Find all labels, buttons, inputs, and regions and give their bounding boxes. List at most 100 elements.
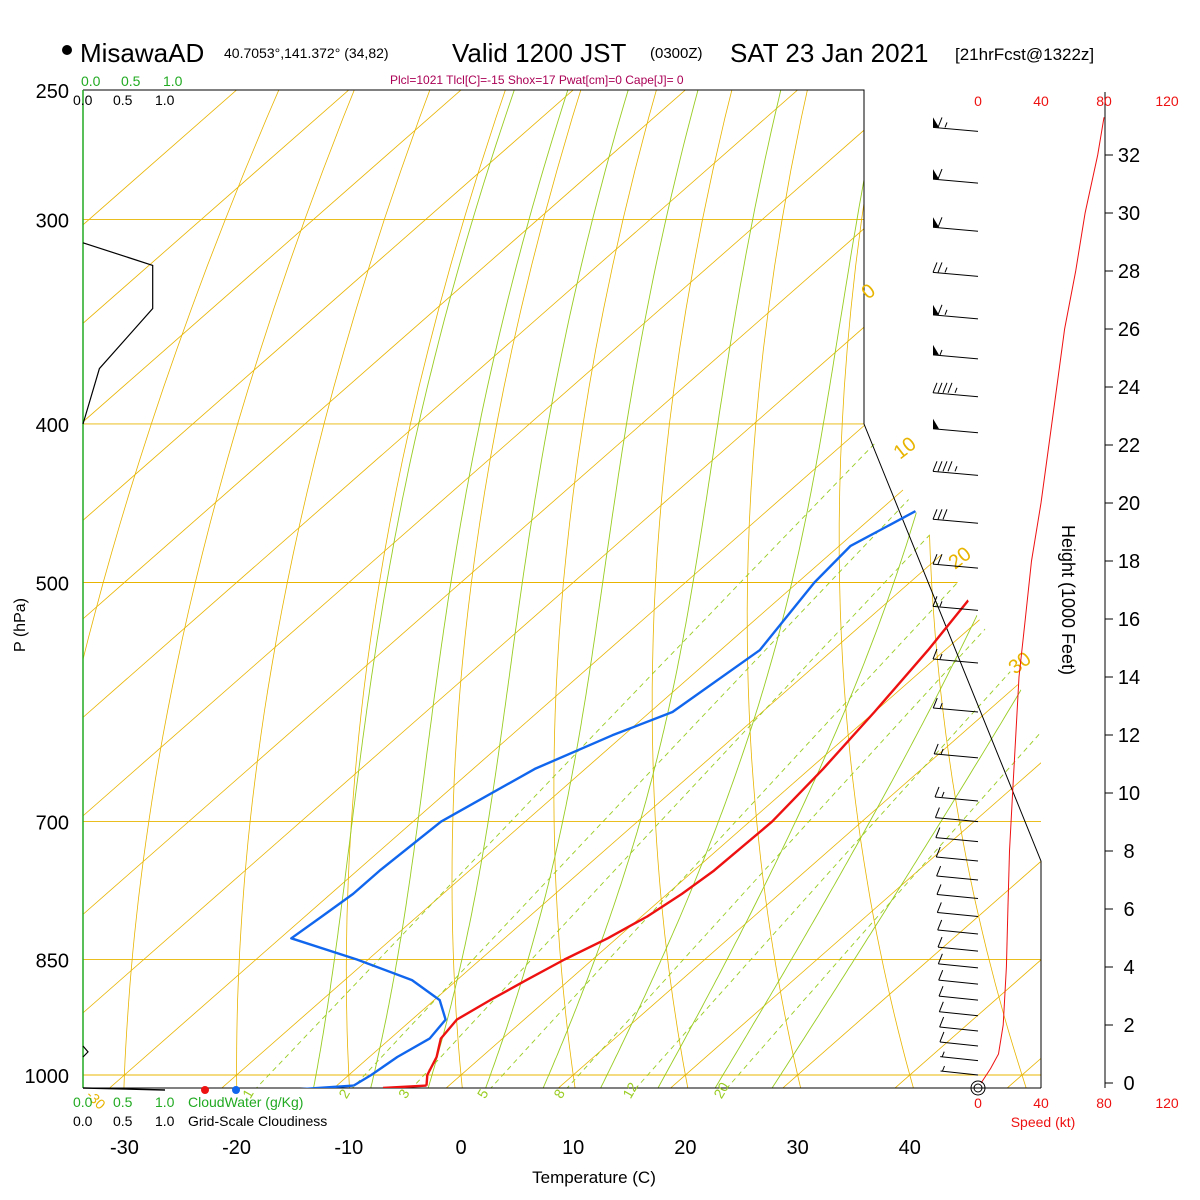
- speed-tick-top: 40: [1033, 93, 1049, 109]
- cloudiness-profile: 0.0 0.0 0.5 0.5 1.0 1.0 0.0 0.0 0.5 0.5 1.0 1.0: [73, 73, 240, 1129]
- wind-barb: [934, 786, 979, 802]
- isotherm: [83, 90, 1041, 1088]
- cloudwater-top-scale: 0.0: [81, 73, 101, 89]
- speed-tick-top: 80: [1096, 93, 1112, 109]
- wind-barb: [932, 596, 979, 611]
- frame-outline: [83, 89, 1042, 1088]
- wind-barb: [938, 969, 979, 985]
- isotherm: [159, 90, 1041, 1088]
- wind-speed-line: [980, 117, 1105, 1084]
- cloudwater-top-scale: 1.0: [163, 73, 183, 89]
- cloudwater-bottom-scale: 0.0: [73, 1094, 93, 1110]
- station-location: 40.7053°,141.372° (34,82): [224, 45, 389, 61]
- temperature-line: [425, 130, 1041, 1086]
- pressure-tick-label: 1000: [25, 1066, 70, 1088]
- isotherm: [832, 90, 1041, 1088]
- mixing-ratio-line: [598, 423, 1041, 1088]
- pressure-tick-label: 400: [36, 415, 69, 437]
- temperature-tick-label: 40: [899, 1137, 921, 1159]
- mixing-ratio-line: [373, 423, 1035, 1088]
- wind-barb: [932, 648, 979, 664]
- right-isotherm-label: 10: [890, 433, 921, 464]
- dry-adiabat: [345, 90, 516, 1088]
- wind-barb: [932, 217, 979, 232]
- isotherm: [83, 90, 495, 1088]
- temperature-tick-label: 20: [674, 1137, 696, 1159]
- wind-barb: [939, 1031, 979, 1047]
- surface-temp-dot: [201, 1086, 209, 1094]
- temperature-tick-label: 10: [562, 1137, 584, 1159]
- mixing-ratio-line: [452, 423, 1041, 1088]
- cloudwater-legend: CloudWater (g/Kg): [188, 1094, 303, 1110]
- temperature-tick-label: 0: [455, 1137, 466, 1159]
- stability-indices: Plcl=1021 Tlcl[C]=-15 Shox=17 Pwat[cm]=0…: [390, 73, 684, 87]
- plot-frame: [82, 89, 1042, 1089]
- mixing-ratio-line: [216, 423, 894, 1088]
- wind-barb: [936, 865, 979, 881]
- moist-adiabat: [701, 90, 1041, 1088]
- dry-adiabat: [236, 90, 441, 1088]
- wind-barb: [932, 509, 979, 524]
- moist-adiabat: [308, 90, 515, 1088]
- mixing-ratio-label: 20: [710, 1079, 732, 1101]
- pressure-tick-label: 500: [36, 574, 69, 596]
- wind-barb: [932, 344, 979, 360]
- cloudwater-bottom-scale: 1.0: [155, 1094, 175, 1110]
- height-tick-label: 6: [1123, 899, 1134, 921]
- wind-barb: [939, 1016, 979, 1032]
- height-tick-label: 16: [1118, 609, 1140, 631]
- dry-adiabat: [83, 90, 292, 1088]
- wind-barb: [932, 697, 979, 713]
- wind-barb: [936, 884, 979, 899]
- valid-time: Valid 1200 JST: [452, 38, 627, 68]
- dewpoint-surface-connector: [287, 1084, 354, 1088]
- height-axis-title: Height (1000 Feet): [1058, 525, 1078, 675]
- mixing-ratio-labels: 1 2 3 5 8 12 20: [239, 1079, 732, 1101]
- wind-barb: [940, 1065, 979, 1076]
- valid-utc: (0300Z): [650, 45, 703, 62]
- cloudiness-surface-line: [82, 1087, 166, 1091]
- pressure-tick-label: 850: [36, 951, 69, 973]
- dry-adiabat: [1098, 61, 1200, 1143]
- dry-adiabat: [1180, 61, 1200, 1143]
- temperature-tick-label: -20: [222, 1137, 251, 1159]
- wind-barb: [936, 902, 979, 917]
- height-tick-label: 10: [1118, 783, 1140, 805]
- dry-adiabat: [451, 90, 591, 1088]
- moist-adiabat: [421, 90, 629, 1088]
- cloudiness-bottom-scale: 0.0: [73, 1113, 93, 1129]
- height-tick-label: 4: [1123, 957, 1134, 979]
- height-tick-label: 32: [1118, 145, 1140, 167]
- cloudiness-bottom-scale: 1.0: [155, 1113, 175, 1129]
- height-tick-label: 0: [1123, 1073, 1134, 1095]
- speed-tick-bottom: 80: [1096, 1095, 1112, 1111]
- wind-barb: [938, 985, 979, 1001]
- cloudiness-low-line: [82, 1045, 89, 1058]
- pressure-axis-title: P (hPa): [12, 598, 29, 652]
- axis-titles: Temperature (C) P (hPa) Height (1000 Fee…: [12, 525, 1078, 1187]
- temperature-axis-title: Temperature (C): [532, 1168, 656, 1187]
- height-tick-label: 8: [1123, 841, 1134, 863]
- cloudiness-legend: Grid-Scale Cloudiness: [188, 1113, 327, 1129]
- cloudwater-top-scale: 0.5: [121, 73, 141, 89]
- wind-barb: [938, 1001, 979, 1017]
- height-tick-label: 22: [1118, 435, 1140, 457]
- moist-adiabat: [645, 90, 1006, 1088]
- cloudiness-top-scale: 1.0: [155, 92, 175, 108]
- speed-tick-top: 120: [1155, 93, 1179, 109]
- speed-axis-title: Speed (kt): [1011, 1114, 1076, 1130]
- calm-inner-circle-icon: [973, 1083, 983, 1093]
- dry-adiabat: [553, 90, 665, 1088]
- moist-adiabat: [589, 90, 882, 1088]
- cloudiness-top-scale: 0.5: [113, 92, 133, 108]
- speed-tick-top: 0: [974, 93, 982, 109]
- height-tick-label: 24: [1118, 377, 1140, 399]
- height-tick-label: 14: [1118, 667, 1140, 689]
- wind-barb: [932, 418, 979, 434]
- height-tick-label: 28: [1118, 261, 1140, 283]
- surface-dewpoint-dot: [232, 1086, 240, 1094]
- temperature-tick-label: 30: [786, 1137, 808, 1159]
- axes: 250 300 400 500 700 850 1000 -30 -20 -10 0 10 20 30 40: [25, 81, 921, 1159]
- dry-adiabat: [122, 90, 367, 1088]
